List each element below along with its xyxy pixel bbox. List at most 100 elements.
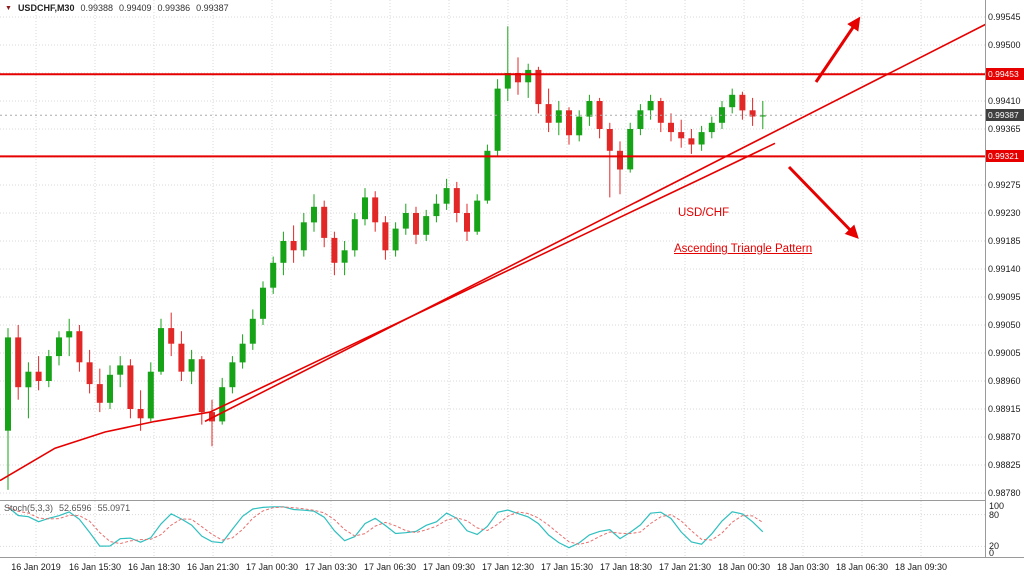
candle-body (423, 216, 430, 235)
candle-body (484, 150, 491, 201)
candle-body (453, 188, 460, 213)
candle-body (209, 412, 215, 422)
candle-body (137, 409, 144, 419)
candle-body (270, 262, 277, 288)
indicator-signal-value: 55.0971 (97, 503, 131, 513)
candle-body (504, 73, 511, 89)
candle-body (219, 387, 226, 422)
stochastic-main-line (7, 506, 764, 549)
price-axis-label: 0.99140 (988, 264, 1021, 274)
candle-body (188, 359, 195, 372)
breakout-up-arrow (814, 16, 861, 83)
candle-body (443, 188, 450, 204)
candle-body (749, 110, 756, 117)
time-axis-label: 17 Jan 00:30 (245, 562, 299, 572)
price-axis-label: 0.99410 (988, 96, 1021, 106)
indicator-main-value: 52.6596 (59, 503, 92, 513)
time-axis-label: 17 Jan 09:30 (422, 562, 476, 572)
candle-body (688, 138, 695, 145)
candle-body (617, 150, 623, 170)
candle-body (86, 362, 93, 385)
candle-body (117, 365, 124, 375)
symbol-collapse-icon[interactable]: ▼ (5, 4, 12, 12)
candle-body (35, 371, 42, 381)
candle-body (647, 101, 654, 111)
price-axis-label: 0.99365 (988, 123, 1021, 134)
candle-body (76, 331, 83, 363)
candle-body (66, 331, 73, 338)
time-axis-label: 18 Jan 00:30 (717, 562, 771, 572)
candle-body (168, 328, 175, 344)
time-axis-label: 16 Jan 15:30 (68, 562, 122, 572)
price-axis[interactable]: 0.995450.995000.994550.994100.993650.993… (986, 0, 1024, 557)
moving-average-line (0, 142, 776, 482)
candle-body (198, 359, 205, 413)
candle-body (56, 337, 62, 357)
candle-body (372, 197, 379, 223)
candle-body (392, 228, 399, 251)
candle-body (576, 116, 583, 136)
candle-body (759, 115, 766, 117)
candle-body (555, 110, 562, 123)
time-axis-label: 17 Jan 18:30 (599, 562, 653, 572)
candle-body (402, 213, 409, 229)
candle-body (127, 365, 134, 409)
price-axis-label: 0.99230 (988, 208, 1021, 218)
candle-body (606, 129, 613, 151)
price-axis-label: 0.99275 (988, 180, 1021, 190)
stochastic-signal-line (7, 506, 764, 545)
time-axis-label: 18 Jan 06:30 (835, 562, 889, 572)
candle-body (637, 110, 644, 129)
candle-body (107, 374, 113, 403)
price-axis-label: 0.98825 (988, 459, 1021, 470)
quote-low: 0.99386 (157, 3, 191, 13)
time-axis-label: 16 Jan 18:30 (127, 562, 181, 572)
candle-body (545, 104, 552, 123)
time-axis-label: 18 Jan 03:30 (776, 562, 830, 572)
candle-body (5, 337, 11, 431)
candle-body (739, 94, 746, 111)
time-axis-label: 16 Jan 21:30 (186, 562, 240, 572)
candle-body (96, 384, 103, 403)
price-axis-label: 0.99095 (988, 292, 1021, 302)
quote-close: 0.99387 (196, 3, 229, 13)
candle-body (25, 371, 32, 388)
candle-body (566, 110, 572, 136)
indicator-axis-label: 0 (989, 548, 995, 558)
ascending-trendline (204, 16, 1001, 423)
candle-body (239, 343, 246, 363)
candle-body (300, 222, 307, 251)
quote-open: 0.99388 (80, 3, 113, 13)
candle-body (586, 101, 593, 117)
time-axis-label: 18 Jan 09:30 (894, 562, 948, 572)
time-axis-label: 17 Jan 12:30 (481, 562, 535, 572)
candle-body (382, 222, 389, 251)
time-axis-label: 17 Jan 03:30 (304, 562, 358, 572)
symbol-header: ▼ USDCHF,M30 0.99388 0.99409 0.99386 0.9… (5, 3, 229, 13)
quote-high: 0.99409 (119, 3, 152, 13)
candle-body (362, 197, 368, 220)
price-axis-label: 0.99050 (988, 320, 1021, 330)
candle-body (474, 200, 481, 232)
price-axis-label: 0.98915 (988, 404, 1021, 414)
candle-body (668, 122, 674, 133)
candle-body (657, 101, 664, 123)
candle-body (464, 213, 470, 232)
price-axis-label: 0.99185 (988, 235, 1021, 246)
candle-body (433, 203, 440, 217)
candle-body (627, 129, 634, 170)
price-axis-label: 0.99005 (988, 348, 1021, 358)
candle-body (280, 241, 287, 263)
candle-body (260, 287, 266, 319)
price-axis-label: 0.98960 (988, 376, 1021, 386)
pattern-annotation: Ascending Triangle Pattern (674, 243, 813, 255)
candle-body (515, 73, 521, 83)
time-axis-label: 16 Jan 2019 (11, 562, 61, 572)
candle-body (290, 241, 297, 251)
price-axis-label: 0.98870 (988, 432, 1021, 442)
candle-body (158, 328, 164, 372)
candle-body (535, 69, 542, 105)
time-axis[interactable]: 16 Jan 2019 16 Jan 15:30 16 Jan 18:30 16 Ja… (0, 558, 1024, 582)
breakdown-arrow (787, 165, 859, 239)
